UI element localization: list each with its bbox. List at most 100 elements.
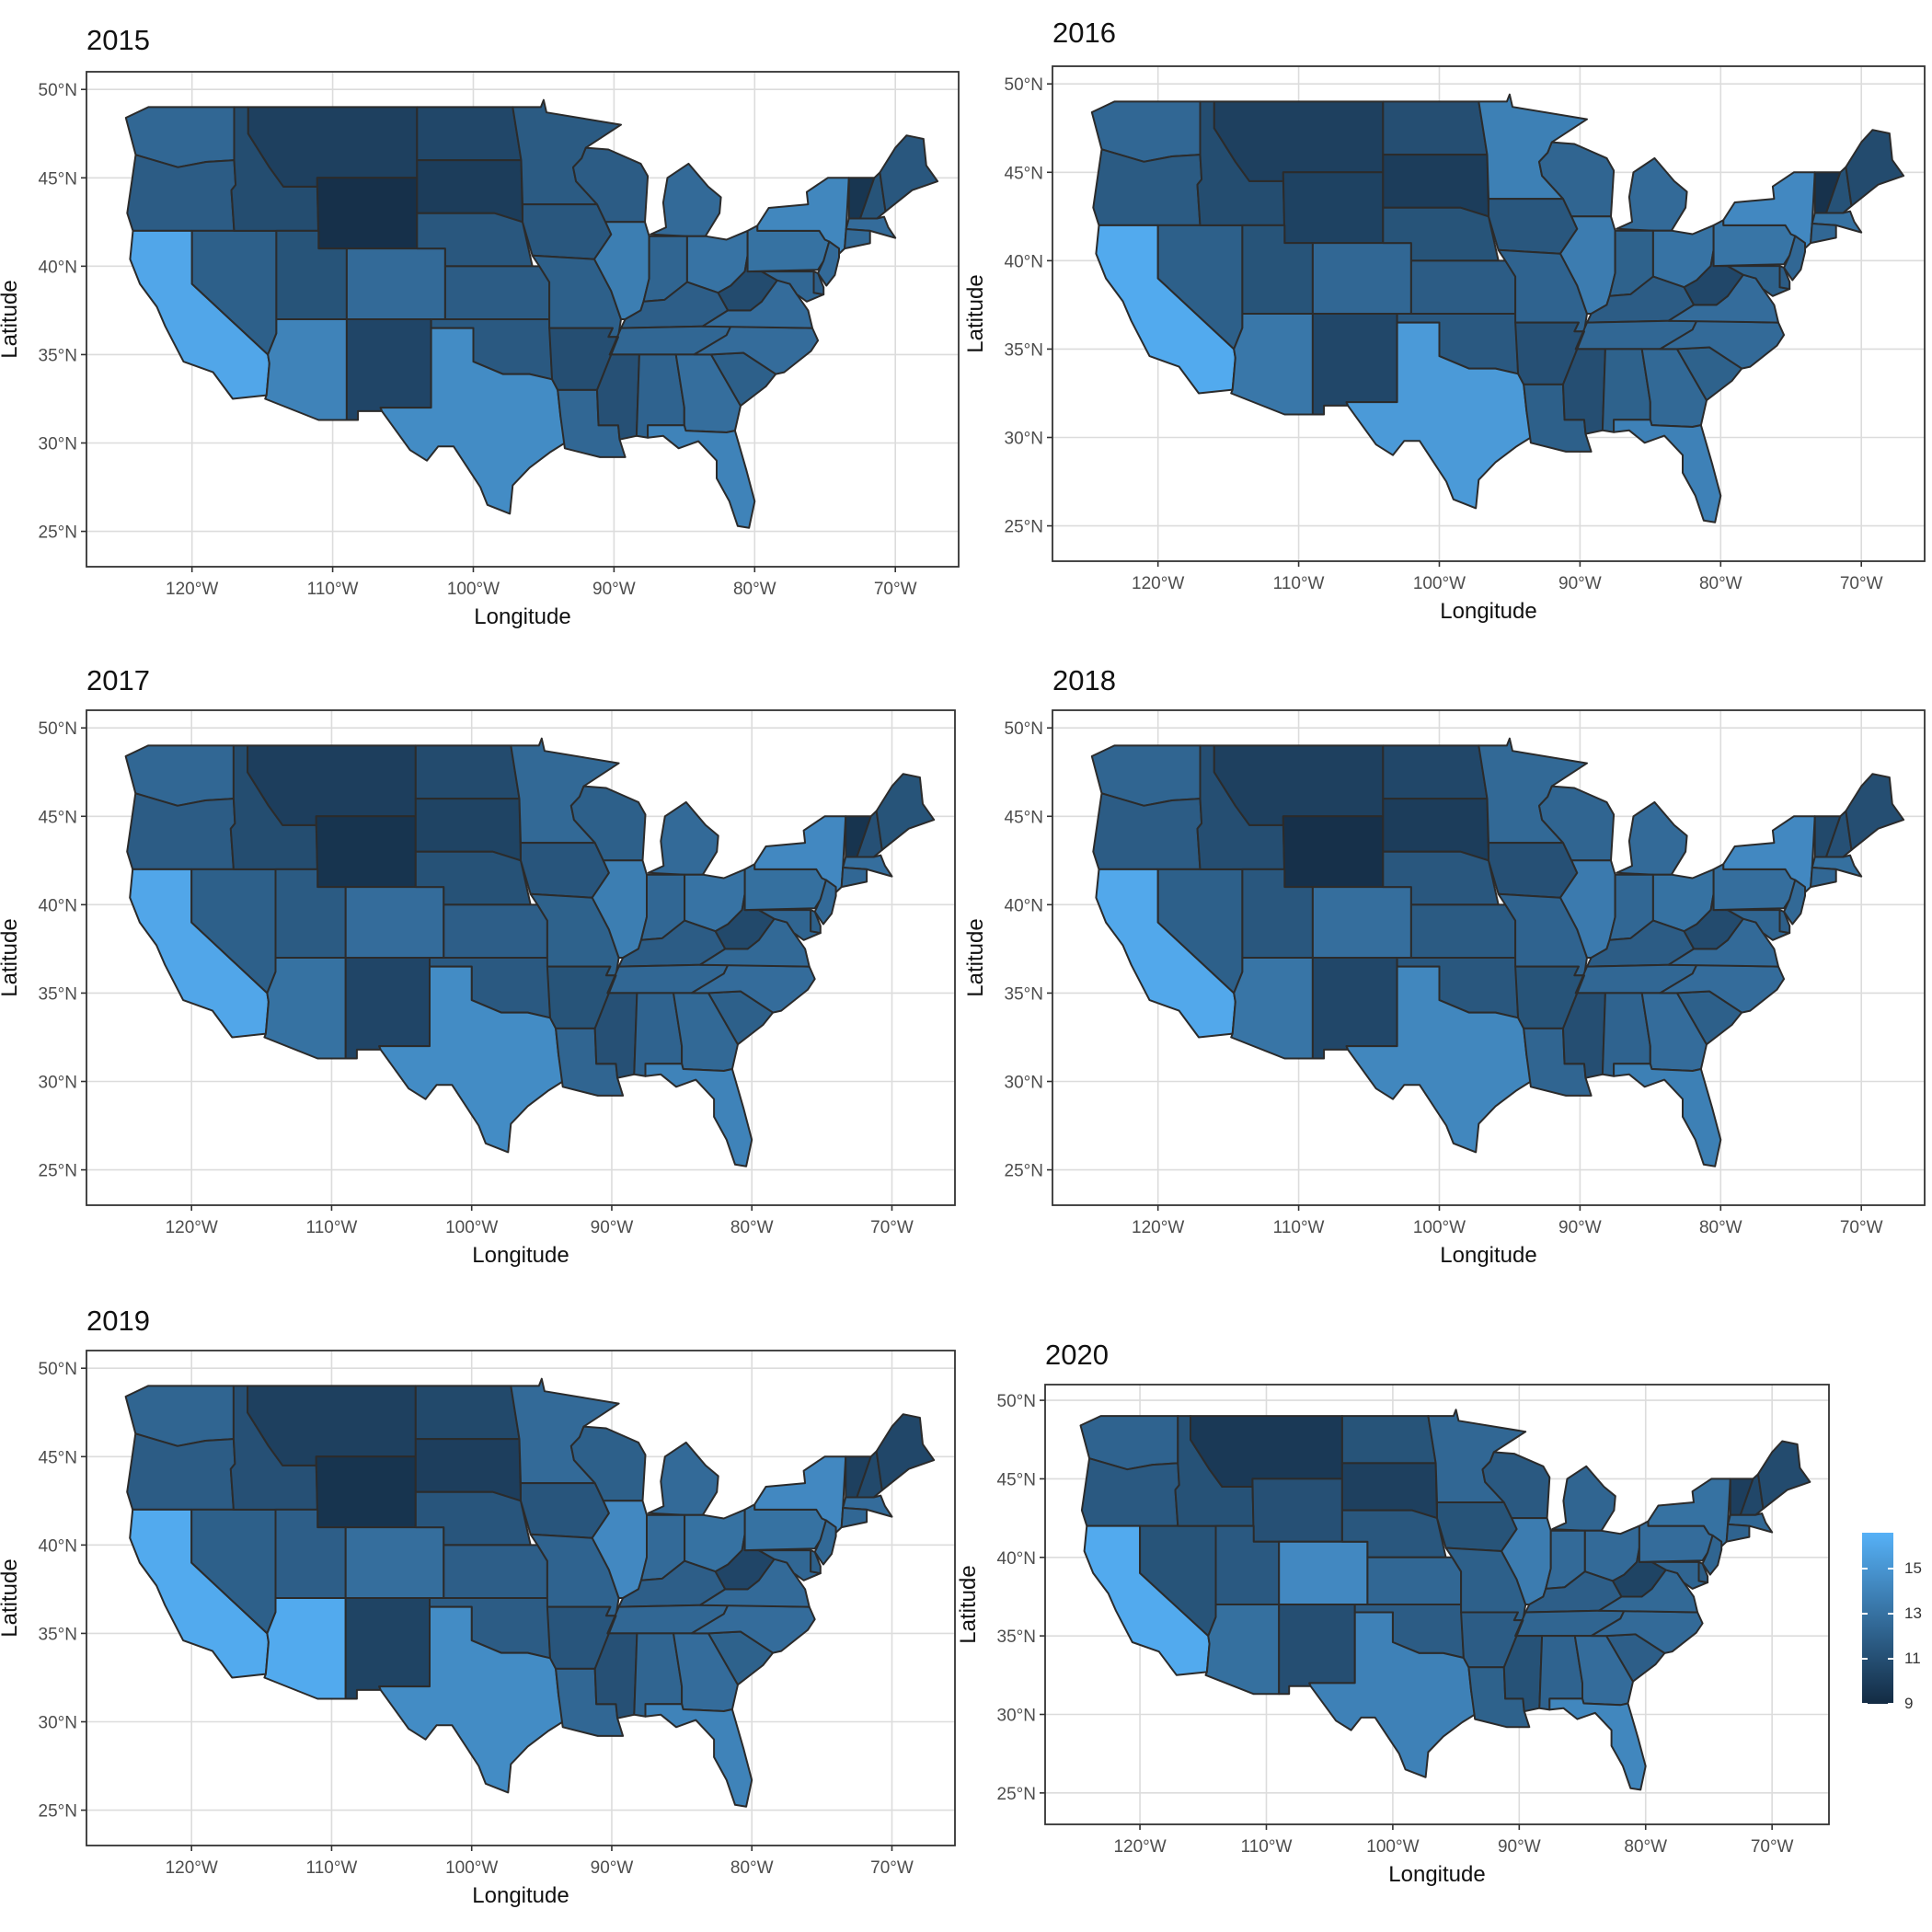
state-nj (813, 1519, 837, 1566)
state-nm (1311, 957, 1398, 1060)
lat-tick-label: 30°N (1005, 430, 1043, 449)
state-mn (1478, 93, 1588, 201)
state-la (555, 1667, 625, 1737)
state-ia (522, 203, 613, 260)
state-ar (546, 965, 617, 1029)
state-de (1778, 909, 1791, 935)
state-ct (840, 1507, 868, 1529)
state-ma (1811, 210, 1863, 234)
state-ut (274, 1508, 347, 1599)
lon-tick-label: 90°W (591, 1858, 634, 1878)
lat-tick-label: 25°N (39, 1162, 77, 1181)
state-nc (1659, 319, 1786, 370)
lon-tick-label: 120°W (166, 580, 218, 599)
state-mo (529, 892, 620, 977)
state-ks (443, 265, 551, 320)
state-mt (1213, 100, 1385, 182)
state-ma (842, 854, 893, 878)
x-axis-title: Longitude (474, 604, 570, 629)
state-ca (1083, 1524, 1211, 1676)
state-sd (1382, 154, 1489, 218)
state-vt (1729, 1478, 1754, 1516)
state-al (1601, 348, 1651, 433)
state-tn (1574, 963, 1698, 995)
state-mi (650, 162, 722, 237)
state-or (1092, 792, 1203, 870)
lat-tick-label: 30°N (39, 1714, 77, 1733)
state-la (1467, 1666, 1531, 1729)
state-fl (1548, 1697, 1647, 1791)
panel-border (86, 71, 960, 568)
state-mt (247, 106, 419, 188)
state-ct (844, 228, 871, 250)
panel-border (86, 1350, 956, 1846)
state-fl (647, 424, 756, 529)
y-axis-title: Latitude (956, 1565, 981, 1643)
state-wi (1538, 141, 1616, 218)
state-ca (1095, 868, 1236, 1039)
state-ms (593, 1615, 638, 1719)
state-wa (1090, 744, 1202, 807)
state-ma (845, 215, 897, 239)
state-nm (1278, 1604, 1356, 1696)
state-co (1278, 1540, 1369, 1605)
lon-tick-label: 120°W (1113, 1837, 1166, 1857)
state-va (698, 1558, 811, 1608)
lon-tick-label: 80°W (730, 1218, 774, 1237)
state-wy (1282, 815, 1385, 889)
state-vt (847, 177, 876, 220)
state-or (126, 792, 236, 870)
state-ia (1488, 198, 1579, 255)
state-ne (1382, 206, 1500, 262)
state-md (757, 1549, 822, 1581)
state-md (1726, 909, 1791, 941)
y-axis-title: Latitude (0, 280, 22, 358)
state-me (1757, 1440, 1811, 1510)
state-ny (1722, 815, 1816, 893)
lat-tick-label: 25°N (997, 1785, 1036, 1804)
state-mt (1190, 1415, 1343, 1488)
state-ga (673, 992, 739, 1072)
state-va (701, 279, 813, 329)
state-wv (1683, 892, 1744, 950)
state-ms (1502, 1619, 1544, 1713)
state-me (875, 1413, 936, 1491)
state-me (875, 773, 936, 851)
state-sc (707, 990, 775, 1046)
state-ny (753, 1455, 847, 1534)
state-az (1204, 1604, 1281, 1696)
lat-tick-label: 35°N (997, 1627, 1036, 1647)
lon-tick-label: 70°W (870, 1218, 914, 1237)
lat-tick-label: 50°N (39, 1360, 77, 1379)
state-md (760, 270, 825, 303)
state-co (1311, 242, 1412, 315)
state-ut (1214, 1524, 1281, 1605)
state-de (1697, 1560, 1709, 1584)
state-in (639, 873, 686, 941)
state-ms (596, 336, 640, 441)
lat-tick-label: 35°N (39, 1625, 77, 1644)
state-tx (1345, 965, 1532, 1154)
state-wi (569, 1425, 647, 1502)
state-wv (714, 892, 776, 950)
state-nd (414, 1385, 521, 1441)
state-ia (1436, 1501, 1518, 1552)
state-pa (743, 1503, 827, 1552)
state-az (1230, 957, 1314, 1060)
lat-tick-label: 45°N (1005, 164, 1043, 183)
lat-tick-label: 35°N (1005, 984, 1043, 1004)
lon-tick-label: 80°W (1699, 1218, 1742, 1237)
state-nv (1156, 868, 1244, 995)
state-ut (275, 229, 348, 320)
state-vt (1813, 171, 1842, 214)
lon-tick-label: 100°W (1366, 1837, 1419, 1857)
lat-tick-label: 45°N (39, 808, 77, 827)
state-nj (1783, 879, 1806, 926)
lon-tick-label: 100°W (445, 1858, 498, 1878)
state-ga (673, 1632, 739, 1712)
state-il (591, 1500, 648, 1599)
state-az (263, 957, 347, 1060)
lat-tick-label: 50°N (1005, 75, 1043, 95)
